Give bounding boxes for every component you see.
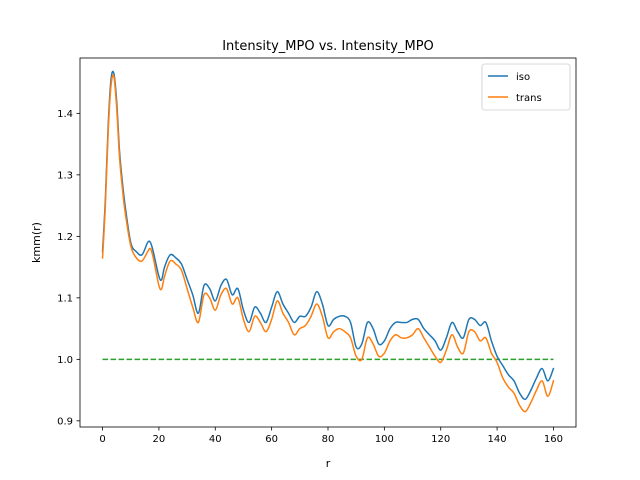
legend-label-trans: trans (516, 93, 542, 104)
y-tick-label: 1.1 (57, 293, 73, 304)
y-tick-label: 1.2 (57, 232, 73, 243)
x-tick-label: 80 (322, 434, 335, 445)
y-tick-label: 1.0 (57, 355, 73, 366)
x-tick-label: 120 (431, 434, 450, 445)
series-line-trans (101, 74, 555, 413)
axes-layer: 0 20 40 60 80 100 120 140 160 0.9 1.0 1.1 1.2 1.3 1.4 (57, 57, 577, 445)
x-tick-label: 100 (375, 434, 394, 445)
x-tick-label: 0 (99, 434, 105, 445)
y-tick-label: 1.3 (57, 170, 73, 181)
legend-label-iso: iso (516, 72, 530, 83)
x-tick-label: 160 (544, 434, 563, 445)
y-axis-label: kmm(r) (30, 222, 43, 263)
series-line-iso (101, 70, 555, 401)
x-axis-label: r (326, 457, 331, 470)
x-tick-label: 40 (209, 434, 222, 445)
y-tick-label: 1.4 (57, 109, 73, 120)
legend: iso trans (481, 63, 571, 111)
plot-layer (101, 70, 555, 413)
x-tick-label: 20 (153, 434, 166, 445)
y-tick-label: 0.9 (57, 416, 73, 427)
x-tick-label: 140 (488, 434, 507, 445)
chart-title: Intensity_MPO vs. Intensity_MPO (222, 39, 434, 54)
x-tick-label: 60 (265, 434, 278, 445)
